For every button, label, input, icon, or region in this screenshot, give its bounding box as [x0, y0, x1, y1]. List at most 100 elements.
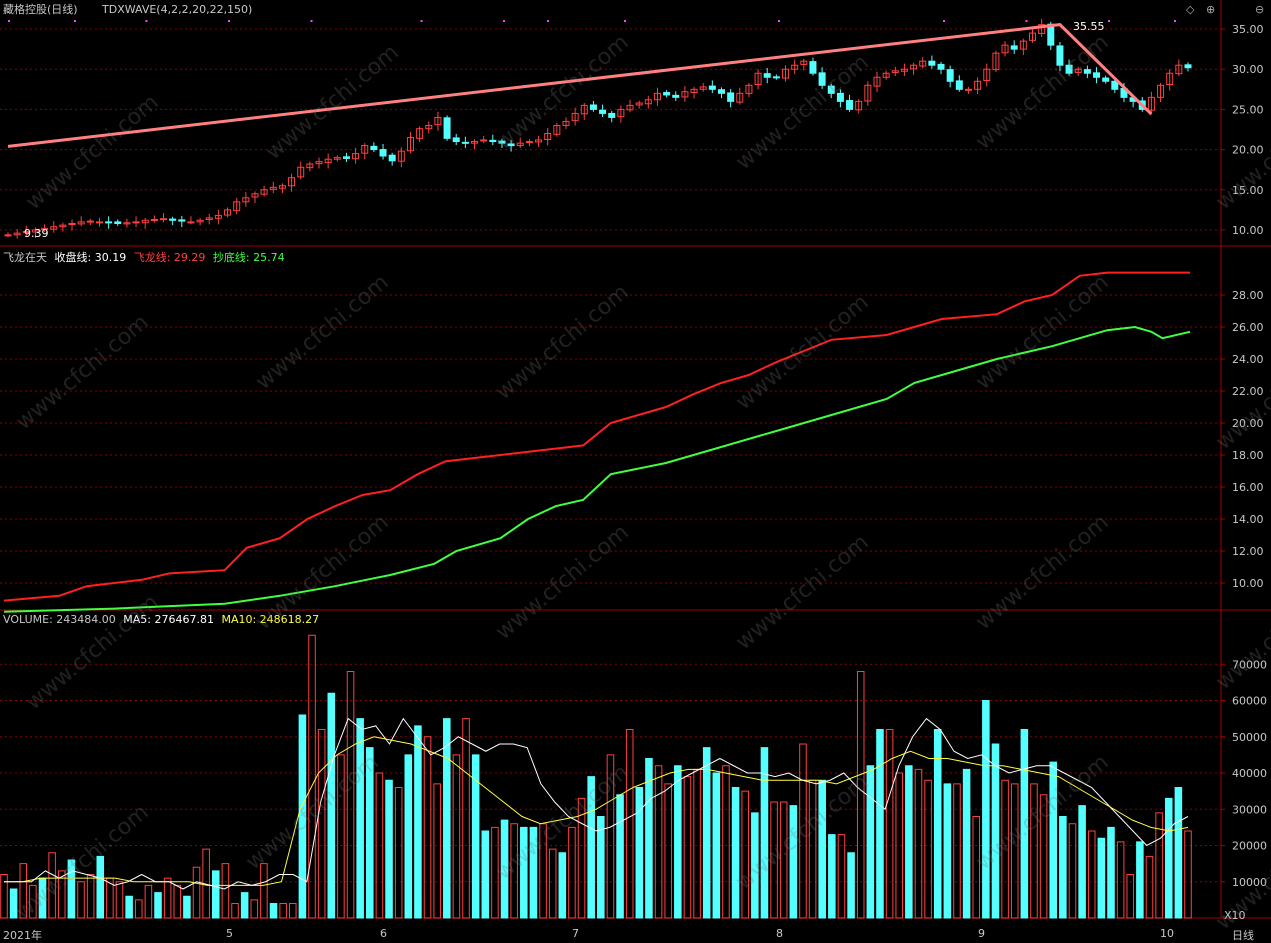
indicator-tick-label: 20.00: [1232, 417, 1264, 430]
candle-body: [370, 145, 378, 151]
period-label[interactable]: 日线: [1232, 929, 1254, 942]
signal-dot: [145, 20, 148, 22]
indicator-tick-label: 14.00: [1232, 513, 1264, 526]
zoom-in-icon[interactable]: ⊕: [1206, 3, 1216, 16]
candle-body: [644, 99, 652, 105]
x-label-oct: 10: [1160, 927, 1174, 940]
ma5-line: [4, 717, 1189, 890]
candle-body: [114, 221, 122, 225]
indicator-label[interactable]: TDXWAVE(4,2,2,20,22,150): [102, 3, 253, 16]
high-marker: 35.55: [1073, 20, 1105, 33]
candle-body: [297, 166, 305, 178]
volume-bar: [577, 797, 586, 919]
volume-bar: [539, 823, 547, 919]
candle-body: [141, 219, 149, 224]
candle-body: [882, 72, 890, 78]
volume-bar: [1078, 805, 1086, 919]
volume-bar: [982, 700, 990, 919]
candle-body: [480, 139, 488, 142]
volume-bar: [443, 718, 451, 919]
candle-body: [891, 70, 899, 73]
bottom-line-label: 抄底线: 25.74: [212, 251, 285, 264]
candle-body: [196, 219, 204, 223]
volume-bar: [1001, 779, 1009, 919]
candle-body: [1028, 32, 1036, 41]
candle-body: [873, 76, 881, 87]
candle-body: [1157, 84, 1165, 98]
volume-bar: [96, 855, 105, 919]
volume-bar: [702, 747, 711, 919]
candle-body: [1093, 72, 1101, 78]
volume-bar: [789, 805, 798, 919]
volume-bar: [914, 768, 923, 919]
candle-body: [68, 223, 76, 226]
candle-body: [672, 94, 680, 98]
volume-bar: [115, 881, 124, 919]
x-label-jul: 7: [572, 927, 579, 940]
candle-body: [214, 214, 222, 219]
candle-body: [123, 222, 131, 225]
candle-body: [900, 68, 908, 72]
volume-bar: [828, 834, 836, 919]
price-tick-label: 35.00: [1232, 23, 1264, 36]
candle-body: [205, 217, 213, 220]
volume-bar: [1097, 837, 1106, 919]
candle-body: [224, 209, 232, 216]
candle-body: [31, 229, 39, 233]
x-label-jun: 6: [380, 927, 387, 940]
volume-bar: [183, 895, 191, 919]
volume-bar: [356, 718, 364, 919]
candle-body: [1147, 96, 1155, 111]
candle-body: [809, 61, 817, 74]
volume-bar: [433, 783, 441, 919]
diamond-icon[interactable]: ◇: [1186, 3, 1195, 16]
volume-bar: [674, 765, 682, 919]
volume-bar: [154, 892, 162, 919]
candle-body: [553, 124, 561, 135]
volume-bar: [231, 903, 239, 919]
candle-body: [41, 227, 49, 231]
candle-body: [580, 104, 588, 115]
zoom-out-icon[interactable]: ⊖: [1255, 3, 1265, 16]
volume-bar: [847, 852, 855, 919]
volume-bar: [1068, 823, 1077, 919]
candle-body: [745, 84, 753, 94]
volume-bar: [1155, 812, 1163, 919]
volume-tick-label: 40000: [1232, 767, 1267, 780]
price-tick-label: 20.00: [1232, 144, 1264, 157]
volume-bar: [683, 776, 692, 919]
ma10-label: MA10: 248618.27: [221, 613, 320, 626]
candle-body: [342, 156, 350, 159]
volume-tick-label: 30000: [1232, 803, 1267, 816]
volume-bar: [943, 783, 952, 919]
volume-bar: [722, 765, 730, 919]
indicator-tick-label: 12.00: [1232, 545, 1264, 558]
volume-bar: [1107, 826, 1115, 919]
candle-body: [507, 143, 515, 147]
volume-bar: [144, 884, 153, 919]
volume-bar: [597, 816, 605, 919]
volume-bar: [0, 874, 8, 919]
x-label-aug: 8: [776, 927, 783, 940]
volume-bar: [741, 790, 749, 919]
candle-body: [589, 104, 597, 110]
volume-label: VOLUME: 243484.00: [3, 613, 116, 626]
candle-body: [910, 64, 918, 70]
candle-body: [955, 80, 963, 90]
fly-line: [3, 271, 1190, 602]
signal-dot: [943, 20, 945, 22]
candle-body: [599, 109, 607, 114]
volume-bar: [385, 779, 393, 919]
candle-body: [635, 102, 643, 106]
volume-bar: [1174, 787, 1183, 919]
candle-body: [983, 68, 991, 81]
volume-bar: [48, 852, 56, 919]
volume-tick-label: 50000: [1232, 731, 1267, 744]
panel2-name: 飞龙在天: [3, 251, 47, 264]
volume-bar: [972, 816, 981, 919]
candle-body: [690, 88, 698, 94]
signal-dot: [228, 20, 230, 22]
candle-body: [1056, 45, 1064, 66]
candle-body: [681, 91, 689, 98]
